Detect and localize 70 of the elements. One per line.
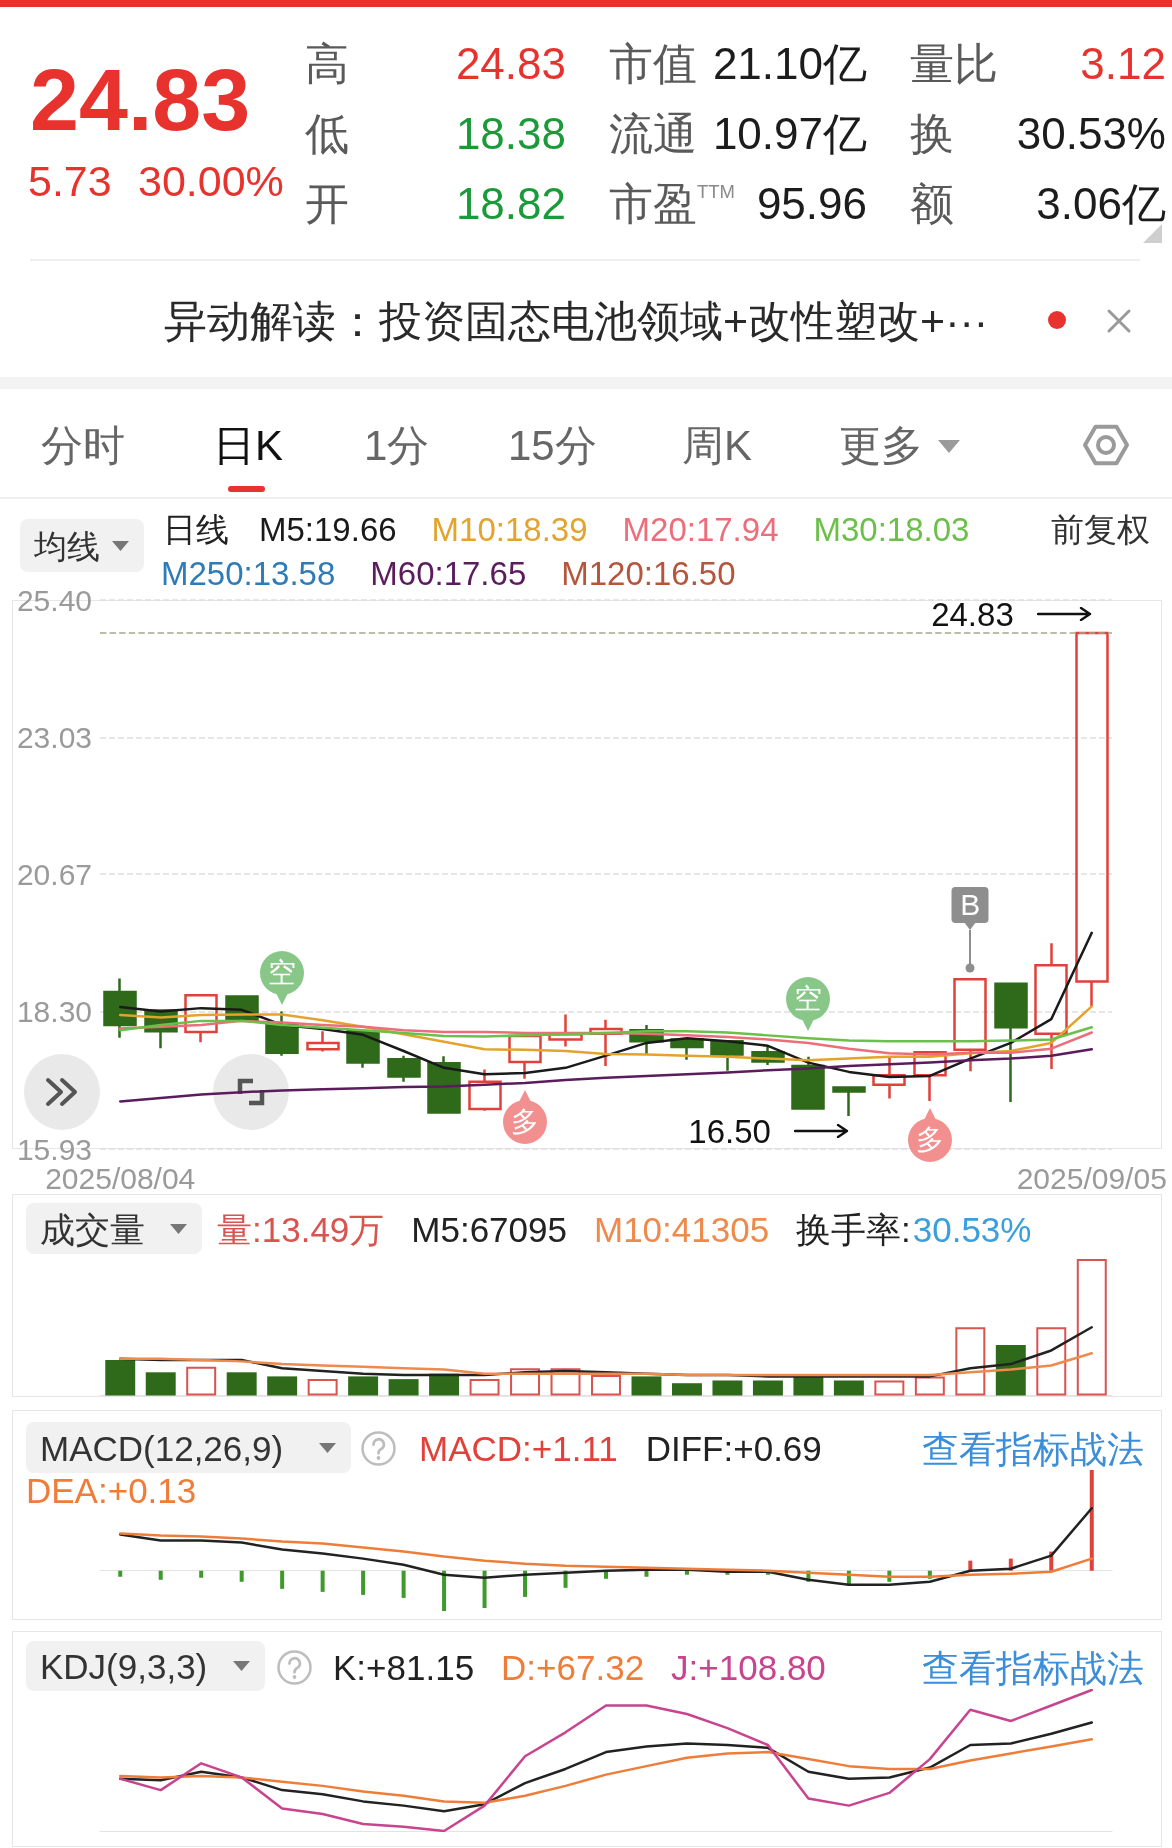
text: 3.12	[1080, 39, 1166, 88]
series-label: J:+108.80	[671, 1648, 826, 1687]
text: 量比	[910, 39, 998, 88]
text: 异动解读：投资固态电池领域+改性塑改+···	[164, 296, 989, 345]
text: 流通	[609, 109, 697, 158]
annotation: B	[960, 888, 981, 922]
legend-label: M250:13.58	[161, 554, 336, 592]
chart-title: MACD(12,26,9)	[40, 1428, 284, 1467]
text: 高	[305, 39, 349, 88]
annotation: 多	[511, 1105, 540, 1137]
annotation: 多	[915, 1123, 944, 1155]
dropdown-button: MACD(12,26,9)	[26, 1422, 351, 1473]
dropdown-button: 成交量	[26, 1203, 202, 1254]
dropdown-button: 均线	[20, 519, 144, 572]
series-label: DEA:+0.13	[26, 1470, 197, 1510]
text: K:+81.15	[333, 1648, 475, 1687]
text: M10:18.39	[431, 510, 588, 548]
chart-title: 均线	[34, 527, 100, 564]
text: 前复权	[1051, 510, 1150, 548]
annotation: 空	[268, 956, 297, 988]
annotation: 24.83	[931, 595, 1014, 633]
text: 分时	[41, 422, 125, 469]
text: 18.38	[455, 109, 566, 158]
x-tick-label: 2025/09/05	[1016, 1161, 1167, 1195]
text: M5:67095	[411, 1209, 567, 1249]
text: M20:17.94	[622, 510, 779, 548]
text: 量:13.49万	[217, 1209, 385, 1249]
text: 换手率:	[796, 1209, 911, 1249]
legend-label: M120:16.50	[561, 554, 736, 592]
text: 日线	[163, 510, 229, 548]
text: M10:41305	[593, 1209, 770, 1249]
chart-title: 成交量	[40, 1209, 145, 1248]
text: 30.00%	[138, 156, 284, 205]
text: 30.53%	[912, 1209, 1032, 1249]
y-tick-label: 25.40	[16, 583, 92, 617]
chart-title: KDJ(9,3,3)	[40, 1646, 208, 1686]
text: 10.97亿	[712, 109, 867, 158]
annotation: 16.50	[688, 1112, 771, 1150]
text: 15分	[508, 422, 597, 469]
y-tick-label: 23.03	[16, 720, 92, 754]
dropdown-button: KDJ(9,3,3)	[26, 1641, 265, 1691]
text: MACD:+1.11	[419, 1429, 618, 1468]
text: 3.06亿	[1036, 179, 1166, 228]
text: 95.96	[756, 179, 867, 228]
text: M30:18.03	[813, 510, 970, 548]
text: 换	[910, 109, 954, 158]
text: 24.83	[455, 39, 566, 88]
text: D:+67.32	[501, 1648, 645, 1687]
text: 21.10亿	[712, 39, 867, 88]
annotation: 空	[794, 983, 823, 1015]
text: 查看指标战法	[922, 1647, 1144, 1688]
text: 周K	[682, 422, 753, 469]
text: 30.53%	[1016, 109, 1166, 158]
text: 市盈$^{TTM}$	[609, 179, 735, 228]
text: 更多	[839, 422, 923, 469]
text: 日K	[213, 422, 284, 469]
text: M5:19.66	[259, 510, 397, 548]
text: 开	[305, 179, 349, 228]
y-tick-label: 20.67	[16, 857, 92, 891]
text: 查看指标战法	[922, 1428, 1144, 1469]
text: DIFF:+0.69	[645, 1429, 822, 1468]
text: 额	[910, 179, 954, 228]
text: 5.73	[28, 156, 112, 205]
text: M60:17.65	[370, 554, 527, 592]
text: 18.82	[455, 179, 566, 228]
text: 市值	[609, 39, 697, 88]
text: 1分	[364, 422, 430, 469]
y-tick-label: 18.30	[16, 995, 92, 1029]
text: 24.83	[30, 50, 251, 149]
text: 低	[305, 109, 349, 158]
